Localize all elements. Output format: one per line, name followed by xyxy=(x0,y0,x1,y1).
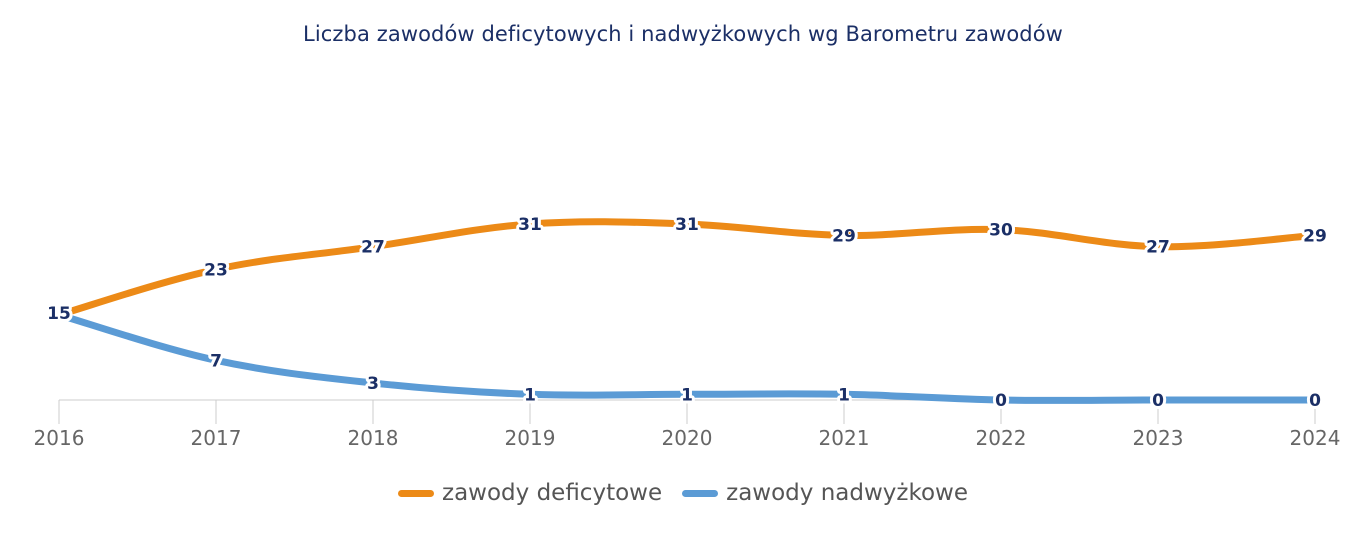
data-label-deficytowe: 31 xyxy=(675,215,699,235)
series-line-deficytowe xyxy=(55,218,1319,319)
data-labels: 1523273131293027291573111000 xyxy=(44,212,1330,414)
data-label-deficytowe: 23 xyxy=(204,260,228,280)
x-tick-label: 2019 xyxy=(505,426,556,450)
series-lines xyxy=(55,218,1319,404)
line-chart: 2016 2017 2018 2019 2020 2021 2022 2023 2024 15 2… xyxy=(33,212,1341,450)
data-label-deficytowe: 15 xyxy=(47,304,71,324)
data-label-nadwyzkowe: 3 xyxy=(367,374,379,394)
x-tick-label: 2024 xyxy=(1290,426,1341,450)
data-label-nadwyzkowe: 1 xyxy=(681,385,693,405)
data-label-nadwyzkowe: 0 xyxy=(1152,391,1164,411)
data-label-nadwyzkowe: 7 xyxy=(210,351,222,371)
x-tick-label: 2020 xyxy=(662,426,713,450)
data-label-deficytowe: 27 xyxy=(361,238,385,258)
x-tick-label: 2023 xyxy=(1133,426,1184,450)
x-tick-label: 2018 xyxy=(348,426,399,450)
data-label-nadwyzkowe: 0 xyxy=(1309,391,1321,411)
legend-item-deficytowe[interactable]: zawody deficytowe xyxy=(398,480,662,506)
legend-item-nadwyzkowe[interactable]: zawody nadwyżkowe xyxy=(682,480,968,506)
x-tick-label: 2021 xyxy=(819,426,870,450)
data-label-nadwyzkowe: 1 xyxy=(838,385,850,405)
legend-label-nadwyzkowe: zawody nadwyżkowe xyxy=(726,480,968,506)
series-line-nadwyzkowe xyxy=(55,311,1319,404)
legend-swatch-deficytowe xyxy=(398,489,434,497)
legend-label-deficytowe: zawody deficytowe xyxy=(442,480,663,506)
data-label-deficytowe: 27 xyxy=(1146,238,1170,258)
data-label-deficytowe: 29 xyxy=(832,226,856,246)
data-label-nadwyzkowe: 1 xyxy=(524,385,536,405)
x-tick-label: 2016 xyxy=(34,426,85,450)
data-label-deficytowe: 30 xyxy=(989,221,1013,241)
legend-swatch-nadwyzkowe xyxy=(682,489,719,497)
x-axis: 2016 2017 2018 2019 2020 2021 2022 2023 2024 xyxy=(34,399,1341,450)
x-tick-label: 2017 xyxy=(191,426,242,450)
chart-title: Liczba zawodów deficytowych i nadwyżkowy… xyxy=(303,22,1063,46)
data-label-deficytowe: 29 xyxy=(1303,226,1327,246)
legend: zawody deficytowe zawody nadwyżkowe xyxy=(0,480,1366,506)
data-label-nadwyzkowe: 0 xyxy=(995,391,1007,411)
x-tick-label: 2022 xyxy=(976,426,1027,450)
data-label-deficytowe: 31 xyxy=(518,215,542,235)
